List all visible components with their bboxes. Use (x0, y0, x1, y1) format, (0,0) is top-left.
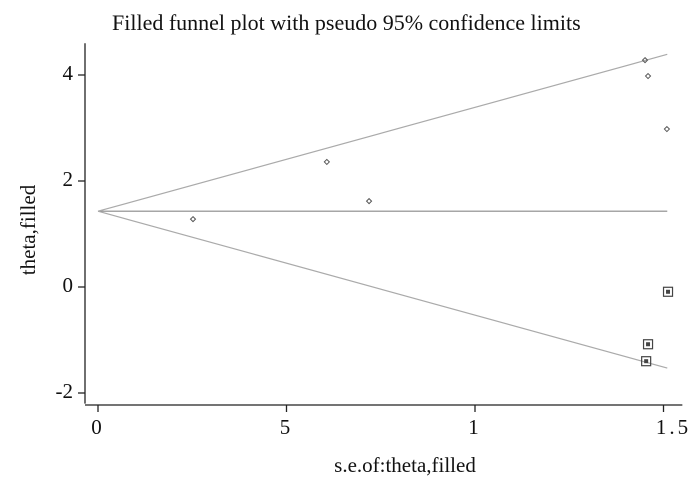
y-tick-label: -2 (56, 379, 74, 403)
chart-title: Filled funnel plot with pseudo 95% confi… (112, 10, 581, 35)
x-axis-label: s.e.of:theta,filled (334, 453, 476, 477)
observed-point (663, 125, 671, 133)
x-tick-label: 1 (468, 415, 482, 439)
filled-point (641, 356, 652, 367)
observed-point (189, 215, 197, 223)
x-tick-label: 0 (91, 415, 105, 439)
y-tick-label: 4 (63, 61, 74, 85)
observed-point (323, 158, 331, 166)
filled-point-inner (666, 289, 671, 294)
confidence-limit-upper (97, 53, 668, 212)
y-tick-label: 0 (63, 273, 74, 297)
confidence-limit-lower (97, 210, 668, 369)
filled-point (662, 286, 674, 297)
y-axis-label: theta,filled (16, 184, 40, 275)
x-tick-label: 1.5 (656, 415, 691, 439)
filled-point-inner (644, 359, 649, 364)
filled-point-inner (646, 342, 651, 347)
observed-point (641, 56, 649, 64)
filled-point (642, 339, 654, 350)
x-tick-label: 5 (280, 415, 294, 439)
observed-point (644, 72, 652, 80)
y-tick-label: 2 (63, 167, 74, 191)
observed-point (365, 197, 373, 205)
